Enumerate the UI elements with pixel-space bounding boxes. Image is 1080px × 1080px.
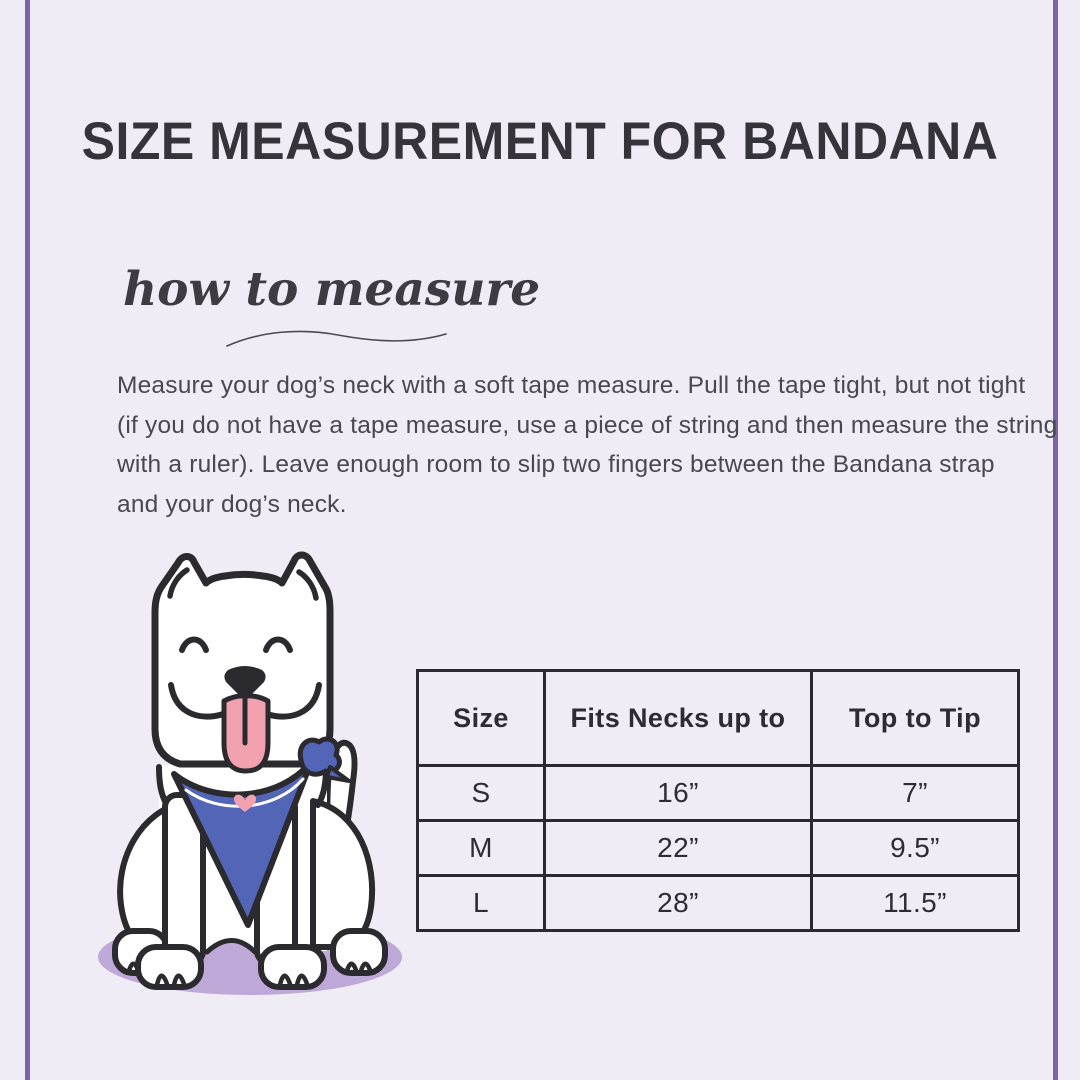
dog-right-haunch — [310, 798, 376, 950]
dog-head — [151, 551, 334, 774]
neck-l: 28” — [543, 874, 813, 932]
size-s: S — [416, 764, 546, 822]
swash-underline — [226, 330, 447, 347]
instructions-line-1: Measure your dog’s neck with a soft tape… — [117, 372, 1026, 399]
tip-s: 7” — [810, 764, 1020, 822]
page-title: SIZE MEASUREMENT FOR BANDANA — [81, 111, 999, 171]
measuring-instructions: Measure your dog’s neck with a soft tape… — [117, 366, 1057, 524]
table-row-medium: M 22” 9.5” — [416, 819, 1020, 877]
size-chart-table: Size Fits Necks up to Top to Tip S 16” 7… — [416, 669, 1020, 932]
instructions-line-2: (if you do not have a tape measure, use … — [117, 411, 1058, 439]
bandana-heart — [234, 794, 256, 812]
how-to-measure-heading: how to measure — [123, 262, 541, 317]
table-row-large: L 28” 11.5” — [416, 874, 1020, 932]
right-eye — [263, 636, 293, 653]
size-m: M — [416, 819, 546, 877]
size-l: L — [416, 874, 546, 932]
bandana-knot-tail — [325, 765, 351, 783]
table-header-row: Size Fits Necks up to Top to Tip — [416, 669, 1020, 767]
tip-l: 11.5” — [810, 874, 1020, 932]
header-fits-necks: Fits Necks up to — [543, 669, 813, 767]
nose — [224, 666, 266, 698]
left-frame-line — [25, 0, 30, 1080]
left-inner-ear — [167, 567, 190, 599]
bandana — [171, 736, 351, 928]
instructions-line-3: with a ruler). Leave enough room to slip… — [117, 451, 995, 478]
right-frame-line — [1053, 0, 1058, 1080]
header-size: Size — [416, 669, 546, 767]
neck-m: 22” — [543, 819, 813, 877]
belly-line — [204, 938, 258, 955]
neck-s: 16” — [543, 764, 813, 822]
dog-illustration — [75, 533, 425, 1003]
header-top-to-tip: Top to Tip — [810, 669, 1020, 767]
table-row-small: S 16” 7” — [416, 764, 1020, 822]
instructions-line-4: and your dog’s neck. — [117, 490, 347, 518]
tip-m: 9.5” — [810, 819, 1020, 877]
right-inner-ear — [296, 569, 319, 601]
left-eye — [179, 636, 209, 653]
